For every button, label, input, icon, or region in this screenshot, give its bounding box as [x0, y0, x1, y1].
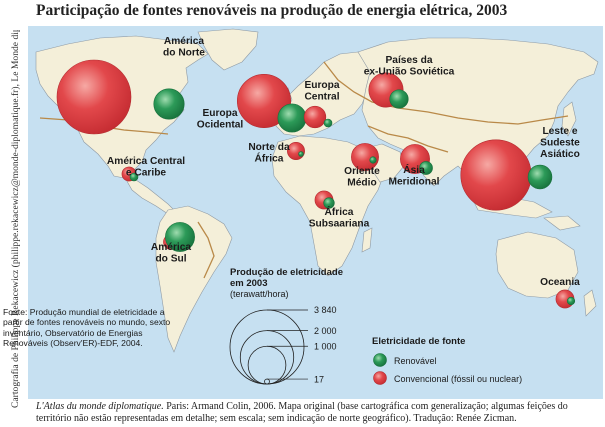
- renewable-bubble-europa-central: [323, 118, 333, 128]
- region-label-america-do-sul: América do Sul: [151, 242, 192, 265]
- region-label-oriente-medio: Oriente Médio: [344, 166, 380, 189]
- region-label-asia-meridional: Ásia Meridional: [389, 163, 440, 188]
- region-label-leste-e-sudeste-asiatico: Leste e Sudeste Asiático: [540, 126, 580, 160]
- legend-size-label-3: 1 000: [314, 341, 337, 351]
- footer-credit: L'Atlas du monde diplomatique. Paris: Ar…: [36, 401, 602, 425]
- legend-renewable-label: Renovável: [394, 356, 437, 366]
- conventional-bubble-norte-da-africa: [287, 142, 305, 160]
- conventional-bubble-america-do-norte: [56, 59, 132, 135]
- legend-size-label-4: 17: [314, 374, 324, 384]
- renewable-bubble-oriente-medio: [369, 156, 377, 164]
- region-label-norte-da-africa: Norte da África: [248, 142, 290, 165]
- renewable-bubble-america-do-sul: [165, 222, 195, 252]
- landmass-japan: [561, 101, 577, 137]
- renewable-bubble-asia-meridional: [419, 161, 433, 175]
- renewable-bubble-america-central-e-caribe: [129, 172, 139, 182]
- region-label-america-central-e-caribe: América Central e Caribe: [107, 156, 185, 179]
- legend-size-label-2: 2 000: [314, 326, 337, 336]
- legend-size-label-1: 3 840: [314, 305, 337, 315]
- renewable-bubble-europa-ocidental: [277, 103, 307, 133]
- landmass-new-guinea: [543, 215, 581, 231]
- map-legend: Produção de eletricidade em 2003 (terawa…: [229, 267, 522, 385]
- legend-color-title: Eletricidade de fonte: [372, 336, 465, 347]
- renewable-bubble-norte-da-africa: [298, 151, 304, 157]
- size-legend: 3 840 2 000 1 000 17: [229, 305, 337, 385]
- region-label-america-do-norte: América do Norte: [163, 36, 205, 59]
- landmass-greenland: [197, 28, 259, 71]
- cartography-credit-text: Cartografia de Philippe Rekacewicz (phil…: [10, 30, 21, 408]
- landmass-new-zealand: [583, 289, 597, 317]
- conventional-bubble-europa-ocidental: [237, 73, 292, 129]
- legend-conventional-label: Convencional (fóssil ou nuclear): [394, 374, 522, 384]
- legend-renewable-swatch: [373, 353, 387, 367]
- renewable-bubble-america-do-norte: [153, 88, 185, 120]
- renewable-bubble-paises-da-ex-uniao-sovietica: [389, 89, 409, 109]
- map-title: Participação de fontes renováveis na pro…: [36, 2, 508, 19]
- renewable-bubble-oceania: [566, 296, 576, 306]
- renewable-bubble-africa-subsaariana: [323, 197, 335, 209]
- conventional-bubble-europa-central: [303, 105, 327, 129]
- renewable-bubble-leste-e-sudeste-asiatico: [527, 164, 553, 190]
- legend-size-title-line1: Produção de eletricidade: [230, 267, 343, 278]
- region-label-europa-central: Europa Central: [304, 80, 339, 103]
- conventional-bubble-leste-e-sudeste-asiatico: [460, 139, 532, 211]
- landmass-madagascar: [361, 227, 373, 253]
- region-label-africa-subsaariana: África Subsaariana: [309, 205, 370, 230]
- legend-size-unit: (terawatt/hora): [230, 289, 289, 299]
- world-map: América do Norte Europa Ocidental Europa Cent…: [28, 26, 603, 399]
- legend-conventional-swatch: [373, 371, 387, 385]
- region-label-oceania: Oceania: [540, 277, 580, 288]
- cartography-credit: Cartografia de Philippe Rekacewicz (phil…: [2, 0, 26, 410]
- footer-details: Paris: Armand Colin, 2006. Mapa original…: [36, 401, 568, 424]
- region-label-paises-da-ex-uniao-sovietica: Países da ex-União Soviética: [364, 55, 455, 78]
- conventional-bubble-oriente-medio: [351, 143, 379, 171]
- source-note: Fonte: Produção mundial de eletricidade …: [3, 307, 171, 349]
- region-label-europa-ocidental: Europa Ocidental: [197, 108, 244, 131]
- footer-book-title: L'Atlas du monde diplomatique.: [36, 401, 164, 412]
- legend-size-title-line2: em 2003: [230, 278, 268, 289]
